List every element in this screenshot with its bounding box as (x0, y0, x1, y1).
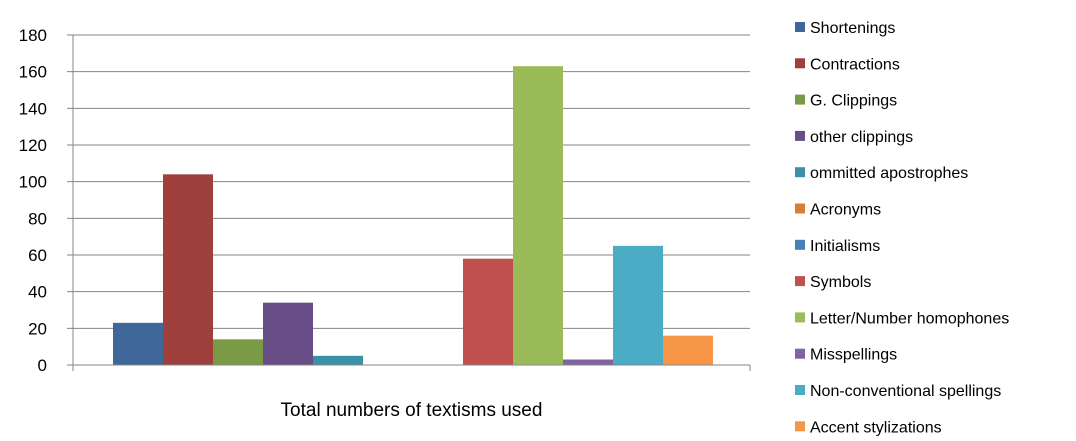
y-tick-label: 0 (38, 356, 47, 375)
legend-item: Non-conventional spellings (795, 383, 1001, 400)
legend-item: Shortenings (795, 20, 895, 37)
bar-g-clippings (213, 339, 263, 365)
legend-swatch (795, 385, 805, 395)
y-tick-label: 120 (19, 136, 47, 155)
bar-misspellings (563, 360, 613, 366)
legend-item: other clippings (795, 129, 913, 146)
legend-label: Letter/Number homophones (810, 310, 1009, 327)
bar-symbols (463, 259, 513, 365)
legend-swatch (795, 95, 805, 105)
bar-other-clippings (263, 303, 313, 365)
legend-swatch (795, 421, 805, 431)
legend-label: Symbols (810, 274, 871, 291)
x-axis-ticks (73, 365, 750, 371)
legend-label: Misspellings (810, 347, 897, 364)
legend-label: G. Clippings (810, 93, 897, 110)
bars (113, 66, 713, 365)
x-axis-label: Total numbers of textisms used (281, 400, 543, 421)
legend-swatch (795, 240, 805, 250)
legend-item: G. Clippings (795, 93, 897, 110)
legend-label: other clippings (810, 129, 913, 146)
y-axis-tick-labels: 0 20 40 60 80 100 120 140 160 180 (19, 26, 47, 375)
legend-label: ommitted apostrophes (810, 165, 968, 182)
bar-contractions (163, 174, 213, 365)
bar-shortenings (113, 323, 163, 365)
y-tick-label: 60 (28, 246, 47, 265)
legend-item: Accent stylizations (795, 419, 942, 436)
legend-item: Contractions (795, 56, 900, 73)
legend-label: Non-conventional spellings (810, 383, 1001, 400)
bar-ommitted-apostrophes (313, 356, 363, 365)
legend-swatch (795, 58, 805, 68)
legend-swatch (795, 131, 805, 141)
bar-accent-stylizations (663, 336, 713, 365)
legend-label: Shortenings (810, 20, 895, 37)
y-tick-label: 180 (19, 26, 47, 45)
y-tick-label: 20 (28, 319, 47, 338)
bar-letter-number-homophones (513, 66, 563, 365)
legend: Shortenings Contractions G. Clippings other… (795, 20, 1009, 436)
legend-label: Initialisms (810, 238, 880, 255)
legend-item: Letter/Number homophones (795, 310, 1009, 327)
legend-item: Misspellings (795, 347, 897, 364)
y-tick-label: 40 (28, 283, 47, 302)
legend-label: Contractions (810, 56, 900, 73)
legend-label: Accent stylizations (810, 419, 942, 436)
y-tick-label: 160 (19, 63, 47, 82)
legend-item: Acronyms (795, 202, 881, 219)
legend-item: Symbols (795, 274, 871, 291)
legend-swatch (795, 204, 805, 214)
legend-swatch (795, 276, 805, 286)
legend-item: ommitted apostrophes (795, 165, 968, 182)
legend-label: Acronyms (810, 202, 881, 219)
legend-swatch (795, 349, 805, 359)
legend-swatch (795, 22, 805, 32)
legend-item: Initialisms (795, 238, 880, 255)
legend-swatch (795, 167, 805, 177)
bar-non-conventional-spellings (613, 246, 663, 365)
y-tick-label: 100 (19, 173, 47, 192)
y-tick-label: 140 (19, 99, 47, 118)
legend-swatch (795, 312, 805, 322)
y-tick-label: 80 (28, 209, 47, 228)
